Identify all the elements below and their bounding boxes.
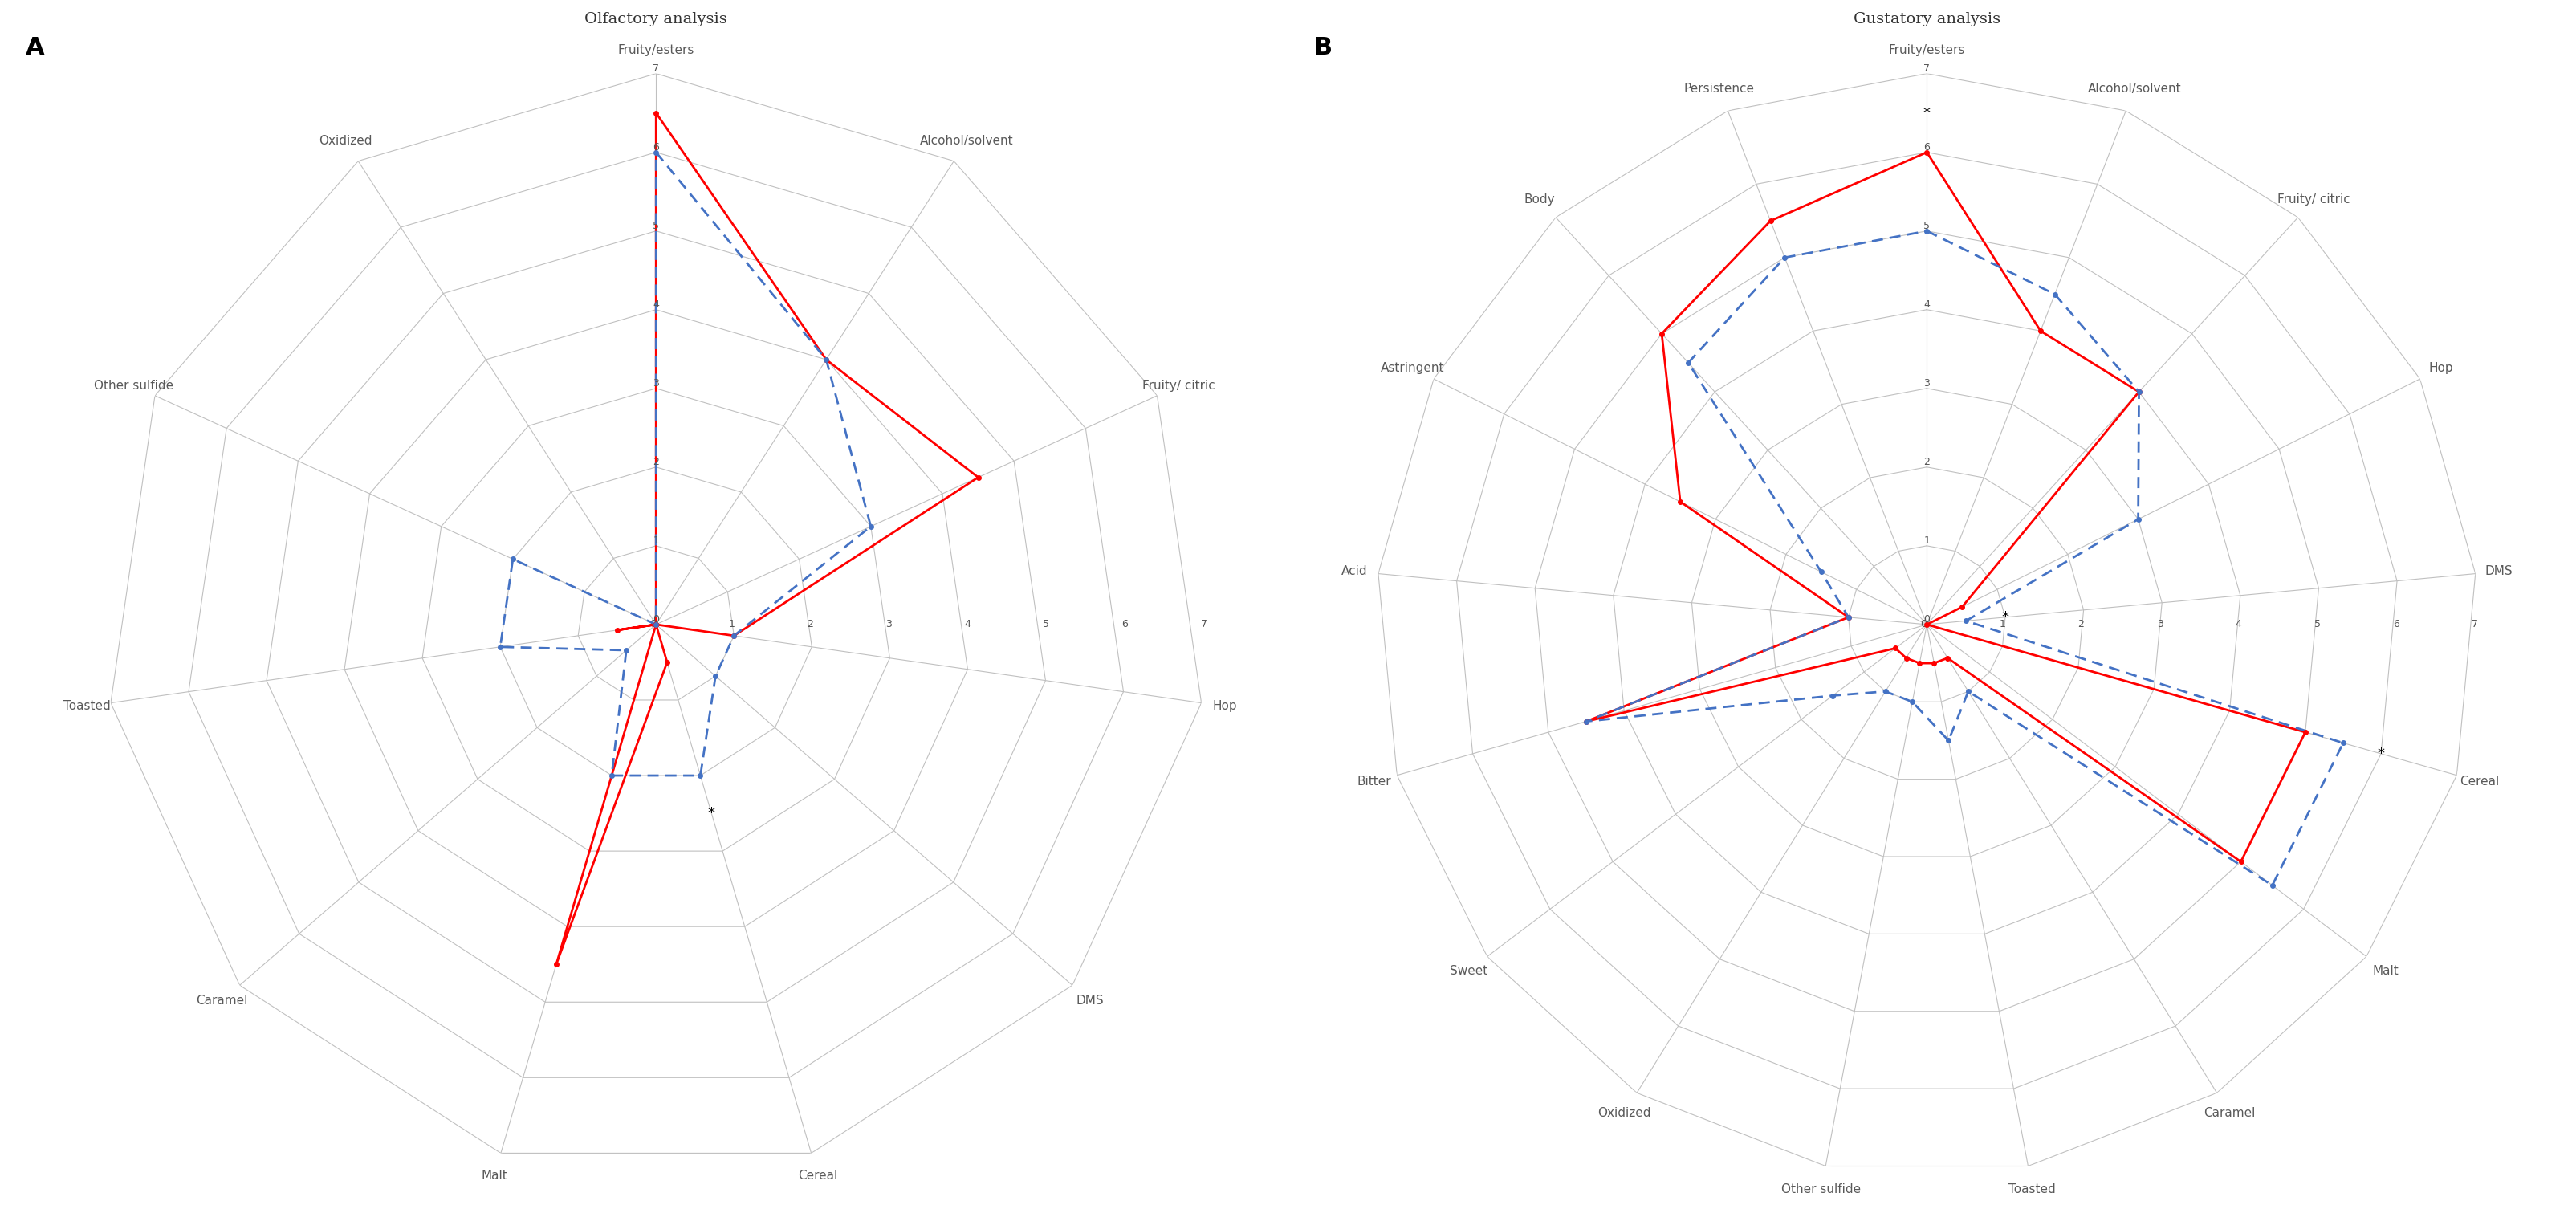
Text: Oxidized: Oxidized xyxy=(319,135,371,147)
Text: 7: 7 xyxy=(1924,63,1929,74)
Text: Fruity/esters: Fruity/esters xyxy=(618,43,696,55)
Text: 0: 0 xyxy=(652,615,659,624)
Text: Toasted: Toasted xyxy=(2009,1183,2056,1195)
Text: 5: 5 xyxy=(652,221,659,231)
Text: Acid: Acid xyxy=(1342,565,1368,577)
Text: 3: 3 xyxy=(2156,619,2164,630)
Text: Hop: Hop xyxy=(2429,363,2452,375)
Title: Olfactory analysis: Olfactory analysis xyxy=(585,12,726,27)
Text: *: * xyxy=(2378,747,2385,762)
Text: 4: 4 xyxy=(1924,299,1929,310)
Text: 5: 5 xyxy=(2313,619,2321,630)
Text: 7: 7 xyxy=(1200,619,1208,630)
Text: 3: 3 xyxy=(652,378,659,388)
Text: Sweet: Sweet xyxy=(1450,965,1486,977)
Text: 4: 4 xyxy=(963,619,971,630)
Text: Alcohol/solvent: Alcohol/solvent xyxy=(2087,83,2182,95)
Text: 6: 6 xyxy=(1924,142,1929,152)
Text: 1: 1 xyxy=(652,535,659,546)
Text: Toasted: Toasted xyxy=(64,700,111,712)
Text: Caramel: Caramel xyxy=(196,995,247,1007)
Text: 2: 2 xyxy=(1924,457,1929,468)
Text: Other sulfide: Other sulfide xyxy=(1783,1183,1860,1195)
Text: 0: 0 xyxy=(1924,615,1929,624)
Text: 0: 0 xyxy=(649,619,657,630)
Title: Gustatory analysis: Gustatory analysis xyxy=(1852,12,2002,27)
Text: Astringent: Astringent xyxy=(1381,363,1445,375)
Text: 6: 6 xyxy=(1123,619,1128,630)
Text: 4: 4 xyxy=(2236,619,2241,630)
Text: *: * xyxy=(1924,106,1929,121)
Text: 1: 1 xyxy=(1924,535,1929,546)
Text: Cereal: Cereal xyxy=(799,1170,837,1182)
Text: 2: 2 xyxy=(652,457,659,468)
Text: Malt: Malt xyxy=(2372,965,2398,977)
Text: A: A xyxy=(26,36,44,59)
Text: 6: 6 xyxy=(2393,619,2398,630)
Text: 5: 5 xyxy=(1924,221,1929,231)
Text: DMS: DMS xyxy=(1077,995,1105,1007)
Text: 3: 3 xyxy=(886,619,891,630)
Text: Body: Body xyxy=(1525,194,1556,206)
Text: 5: 5 xyxy=(1043,619,1048,630)
Text: Bitter: Bitter xyxy=(1358,776,1391,788)
Text: Cereal: Cereal xyxy=(2460,776,2499,788)
Text: 3: 3 xyxy=(1924,378,1929,388)
Text: 7: 7 xyxy=(652,63,659,74)
Text: Fruity/ citric: Fruity/ citric xyxy=(1141,380,1216,392)
Text: Persistence: Persistence xyxy=(1685,83,1754,95)
Text: Fruity/ citric: Fruity/ citric xyxy=(2277,194,2349,206)
Text: 7: 7 xyxy=(2470,619,2478,630)
Text: Malt: Malt xyxy=(482,1170,507,1182)
Text: 1: 1 xyxy=(729,619,734,630)
Text: *: * xyxy=(2002,610,2009,624)
Text: Caramel: Caramel xyxy=(2202,1107,2254,1119)
Text: 6: 6 xyxy=(652,142,659,152)
Text: Alcohol/solvent: Alcohol/solvent xyxy=(920,135,1012,147)
Text: B: B xyxy=(1314,36,1332,59)
Text: Fruity/esters: Fruity/esters xyxy=(1888,43,1965,55)
Text: 0: 0 xyxy=(1922,619,1927,630)
Text: Oxidized: Oxidized xyxy=(1597,1107,1651,1119)
Text: 2: 2 xyxy=(2079,619,2084,630)
Text: Other sulfide: Other sulfide xyxy=(93,380,173,392)
Text: Hop: Hop xyxy=(1213,700,1236,712)
Text: 4: 4 xyxy=(652,299,659,310)
Text: 1: 1 xyxy=(1999,619,2007,630)
Text: DMS: DMS xyxy=(2486,565,2512,577)
Text: *: * xyxy=(708,806,716,821)
Text: 2: 2 xyxy=(806,619,814,630)
